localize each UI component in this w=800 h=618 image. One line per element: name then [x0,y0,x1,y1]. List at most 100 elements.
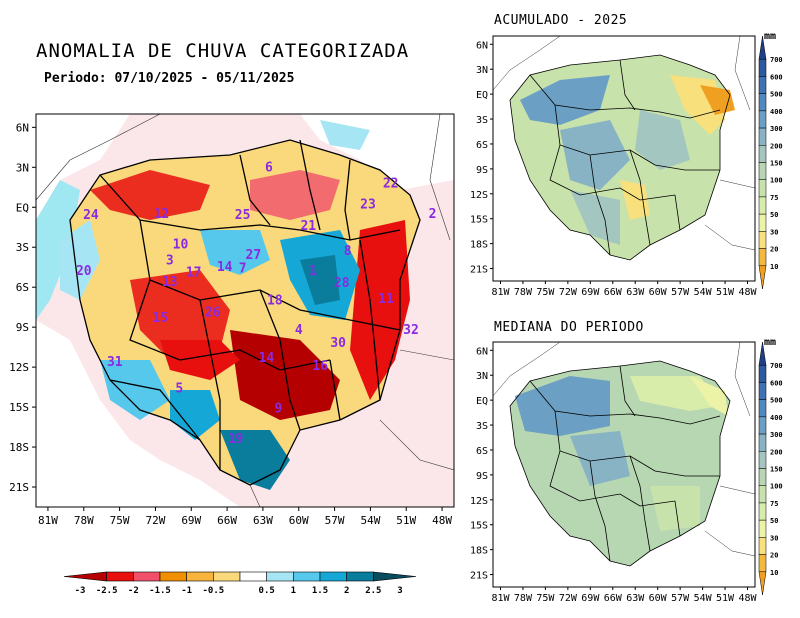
main-lon-tick-label: 48W [432,514,452,527]
accum-lon-tick-label: 72W [559,287,578,298]
basin-label: 15 [152,311,168,326]
legend-swatch [319,571,347,582]
scale-swatch [758,364,767,383]
basin-label: 32 [403,323,419,338]
scale-label: 400 [770,414,783,422]
median-lon-tick-label: 60W [649,593,668,604]
main-lat-ticks: 6N 3N EQ 3S 6S 9S 12S 15S 18S 21S [9,121,36,494]
scale-swatch [758,468,767,486]
legend-label: -2 [128,586,139,596]
median-lon-tick-label: 57W [671,593,690,604]
median-unit: mm [764,337,777,348]
median-lat-tick-label: 6S [476,446,488,457]
scale-swatch [758,76,767,94]
median-lon-tick-label: 69W [581,593,600,604]
basin-label: 28 [334,276,350,291]
legend-swatch [133,571,161,582]
scale-swatch [758,571,767,596]
scale-swatch [758,213,767,232]
scale-label: 75 [770,194,778,202]
legend-label: -3 [75,586,86,596]
legend-swatch [266,571,294,582]
scale-swatch [758,485,767,504]
basin-label: 10 [173,238,189,253]
basin-label: 7 [239,262,247,277]
accum-lon-tick-label: 51W [716,287,735,298]
main-lat-tick-label: 6N [16,121,29,134]
basin-label: 25 [235,208,251,223]
scale-swatch [758,162,767,180]
basin-label: 1 [309,264,317,279]
scale-label: 500 [770,397,783,405]
scale-swatch [758,502,767,521]
scale-label: 400 [770,108,783,116]
basin-label: 27 [246,248,262,263]
scale-swatch [758,127,767,146]
median-lat-tick-label: 21S [470,571,488,582]
median-lat-tick-label: 6N [476,346,488,357]
accum-lon-tick-label: 48W [738,287,757,298]
legend-swatch [373,571,417,582]
scale-label: 200 [770,448,783,456]
basin-label: 8 [344,244,352,259]
scale-label: 100 [770,177,783,185]
accum-lat-tick-label: EQ [476,90,488,101]
median-lat-tick-label: 18S [470,546,488,557]
legend-label: -0.5 [202,586,224,596]
scale-swatch [758,537,767,555]
accum-map: 6N 3N EQ 3S 6S 9S 12S 15S 18S 21S 81W 78W 75W 72W 69W… [470,35,783,298]
scale-swatch [758,433,767,452]
basin-label: 14 [259,351,275,366]
legend-swatch [63,571,107,582]
scale-swatch [758,35,767,60]
main-lat-tick-label: 18S [9,441,29,454]
accum-lon-tick-label: 78W [514,287,533,298]
main-lon-tick-label: 66W [217,514,237,527]
legend-swatch [186,571,214,582]
scale-swatch [758,145,767,163]
median-lon-tick-label: 54W [694,593,713,604]
main-lon-tick-label: 63W [253,514,273,527]
legend-swatch [106,571,134,582]
scale-label: 600 [770,73,783,81]
basin-label: 9 [275,401,283,416]
main-lon-tick-label: 54W [360,514,380,527]
legend-label: 1 [291,586,296,596]
median-lat-tick-label: 3S [476,421,488,432]
scale-label: 600 [770,379,783,387]
accum-lat-tick-label: 21S [470,265,488,276]
accum-lat-tick-label: 3S [476,115,488,126]
median-lon-tick-label: 78W [514,593,533,604]
scale-swatch [758,265,767,290]
legend-label: 3 [397,586,402,596]
basin-label: 23 [360,198,376,213]
accum-lat-tick-label: 15S [470,215,488,226]
basin-label: 11 [378,292,394,307]
accum-lat-tick-label: 12S [470,190,488,201]
median-lat-tick-label: 15S [470,521,488,532]
legend-swatch [346,571,374,582]
basin-label: 22 [383,176,399,191]
scale-swatch [758,451,767,469]
accum-lon-tick-label: 54W [694,287,713,298]
main-lat-tick-label: 3N [16,161,29,174]
accum-lon-tick-label: 66W [604,287,623,298]
basin-label: 5 [175,381,183,396]
scale-label: 100 [770,483,783,491]
median-lon-tick-label: 81W [491,593,510,604]
main-lon-tick-label: 75W [110,514,130,527]
scale-label: 75 [770,500,778,508]
scale-label: 200 [770,142,783,150]
scale-label: 10 [770,569,778,577]
basin-label: 2 [429,207,437,222]
basin-label: 3 [166,254,174,269]
scale-label: 300 [770,431,783,439]
anomaly-legend: -3 -2.5 -2 -1.5 -1 -0.5 0.5 1 1.5 2 2.5 3 [63,571,417,596]
main-lon-tick-label: 51W [396,514,416,527]
main-lon-tick-label: 60W [289,514,309,527]
median-lon-tick-label: 66W [604,593,623,604]
median-title: MEDIANA DO PERIODO [494,320,644,335]
basin-label: 20 [76,264,92,279]
scale-swatch [758,110,767,129]
scale-label: 50 [770,211,778,219]
